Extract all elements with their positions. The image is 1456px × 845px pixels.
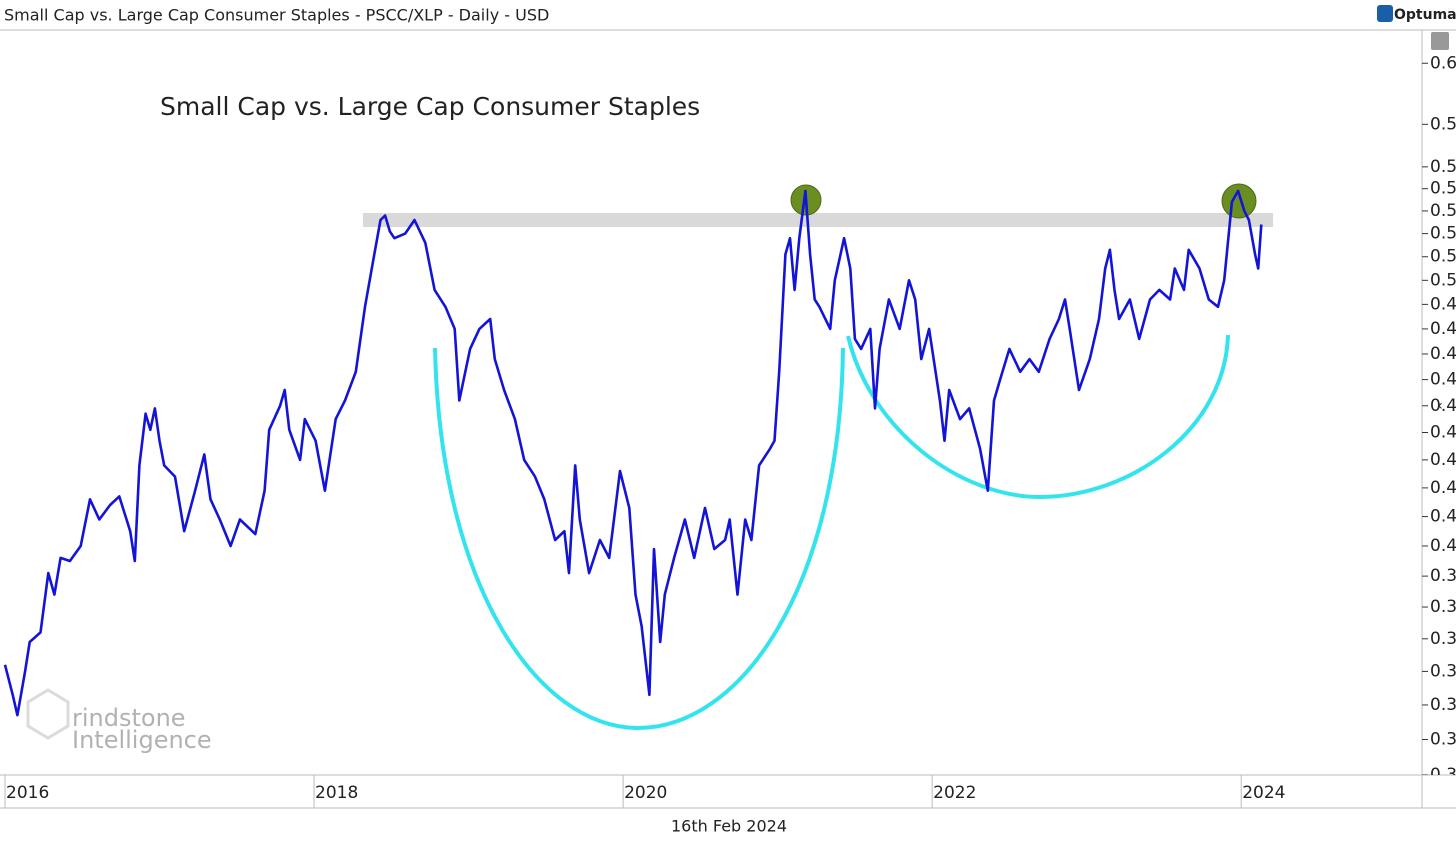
price-line bbox=[3, 189, 1263, 717]
highlight-circle bbox=[1221, 183, 1257, 219]
watermark-logo bbox=[26, 688, 70, 740]
y-tick-label: 0.35 bbox=[1430, 695, 1456, 715]
y-tick-label: 0.53 bbox=[1430, 201, 1456, 221]
y-tick-label: 0.42 bbox=[1430, 478, 1456, 498]
date-label: 16th Feb 2024 bbox=[671, 817, 787, 836]
y-axis: 0.33 0.34 0.35 0.36 0.37 0.38 0.39 0.40 0.41 0.42… bbox=[1422, 53, 1456, 785]
y-tick-label: 0.57 bbox=[1430, 114, 1456, 134]
y-tick-label: 0.33 bbox=[1430, 765, 1456, 785]
watermark: rindstone Intelligence bbox=[26, 688, 212, 754]
x-tick-label: 2024 bbox=[1242, 783, 1285, 803]
y-tick-label: 0.44 bbox=[1430, 423, 1456, 443]
y-tick-label: 0.60 bbox=[1430, 53, 1456, 73]
y-tick-label: 0.37 bbox=[1430, 629, 1456, 649]
plot bbox=[3, 189, 1263, 717]
y-tick-label: 0.51 bbox=[1430, 247, 1456, 267]
y-tick-label: 0.48 bbox=[1430, 319, 1456, 339]
y-tick-label: 0.36 bbox=[1430, 661, 1456, 681]
chart-title: Small Cap vs. Large Cap Consumer Staples bbox=[160, 92, 700, 121]
y-tick-label: 0.47 bbox=[1430, 344, 1456, 364]
x-tick-label: 2016 bbox=[6, 783, 49, 803]
cup-arc bbox=[846, 334, 1230, 500]
y-tick-label: 0.40 bbox=[1430, 536, 1456, 556]
logo: Optuma bbox=[1394, 7, 1456, 23]
watermark-text: Intelligence bbox=[72, 726, 212, 754]
collapse-arrow[interactable]: ‹ bbox=[1437, 398, 1443, 414]
y-tick-label: 0.45 bbox=[1430, 396, 1456, 416]
x-tick-label: 2020 bbox=[624, 783, 667, 803]
x-tick-label: 2018 bbox=[315, 783, 358, 803]
y-tick-label: 0.50 bbox=[1430, 270, 1456, 290]
x-axis: 2016 2018 2020 2022 2024 bbox=[4, 775, 1285, 808]
x-tick-label: 2022 bbox=[933, 783, 976, 803]
y-tick-label: 0.54 bbox=[1430, 179, 1456, 199]
y-tick-label: 0.38 bbox=[1430, 597, 1456, 617]
header: Small Cap vs. Large Cap Consumer Staples… bbox=[4, 6, 549, 25]
resistance-band bbox=[363, 213, 1273, 227]
y-tick-label: 0.49 bbox=[1430, 294, 1456, 314]
y-tick-label: 0.41 bbox=[1430, 507, 1456, 527]
y-tick-label: 0.39 bbox=[1430, 566, 1456, 586]
lock-icon[interactable] bbox=[1431, 32, 1449, 50]
cup-arc bbox=[433, 347, 845, 731]
logo-icon bbox=[1377, 5, 1393, 22]
y-tick-label: 0.52 bbox=[1430, 224, 1456, 244]
y-tick-label: 0.55 bbox=[1430, 157, 1456, 177]
y-tick-label: 0.46 bbox=[1430, 370, 1456, 390]
watermark-text: rindstone bbox=[72, 704, 186, 732]
y-tick-label: 0.43 bbox=[1430, 450, 1456, 470]
y-tick-label: 0.34 bbox=[1430, 729, 1456, 749]
